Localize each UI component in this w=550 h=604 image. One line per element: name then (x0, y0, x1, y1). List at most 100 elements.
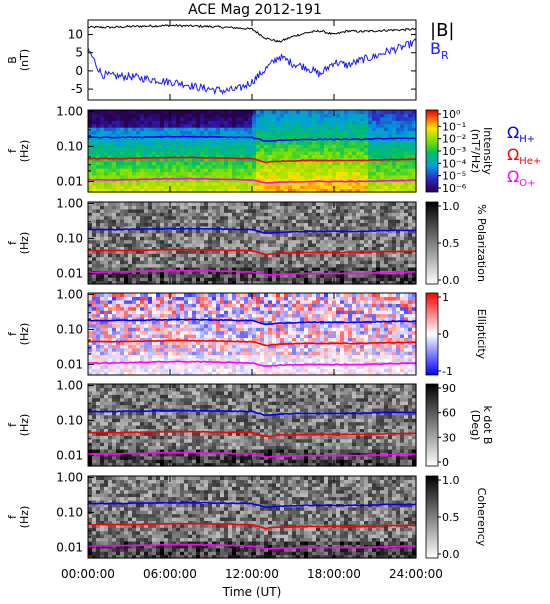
heatmap-cell (100, 216, 105, 220)
heatmap-cell (316, 243, 321, 247)
heatmap-cell (160, 296, 165, 300)
heatmap-cell (400, 185, 405, 189)
heatmap-cell (384, 134, 389, 138)
heatmap-cell (380, 257, 385, 261)
heatmap-cell (228, 124, 233, 128)
heatmap-cell (200, 257, 205, 261)
heatmap-cell (220, 355, 225, 359)
heatmap-cell (372, 243, 377, 247)
heatmap-cell (172, 314, 177, 318)
heatmap-cell (132, 223, 137, 227)
heatmap-cell (324, 253, 329, 257)
heatmap-cell (400, 182, 405, 186)
heatmap-cell (128, 314, 133, 318)
heatmap-cell (164, 334, 169, 338)
heatmap-cell (376, 131, 381, 135)
heatmap-cell (116, 151, 121, 155)
heatmap-cell (180, 110, 185, 114)
heatmap-cell (220, 243, 225, 247)
heatmap-cell (244, 355, 249, 359)
heatmap-cell (212, 131, 217, 135)
heatmap-cell (144, 348, 149, 352)
heatmap-cell (212, 151, 217, 155)
heatmap-cell (144, 141, 149, 145)
heatmap-cell (120, 327, 125, 331)
heatmap-cell (120, 144, 125, 148)
heatmap-cell (332, 212, 337, 216)
heatmap-cell (180, 303, 185, 307)
heatmap-cell (104, 324, 109, 328)
heatmap-cell (240, 365, 245, 369)
heatmap-cell (352, 257, 357, 261)
heatmap-cell (312, 253, 317, 257)
heatmap-cell (96, 348, 101, 352)
heatmap-cell (256, 185, 261, 189)
heatmap-cell (308, 277, 313, 281)
heatmap-cell (144, 334, 149, 338)
heatmap-cell (180, 172, 185, 176)
heatmap-cell (316, 124, 321, 128)
heatmap-cell (404, 110, 409, 114)
heatmap-cell (236, 277, 241, 281)
heatmap-cell (124, 141, 129, 145)
heatmap-cell (100, 131, 105, 135)
heatmap-cell (372, 131, 377, 135)
heatmap-cell (128, 205, 133, 209)
heatmap-cell (204, 172, 209, 176)
heatmap-cell (364, 212, 369, 216)
heatmap-cell (344, 202, 349, 206)
heatmap-cell (96, 185, 101, 189)
heatmap-cell (400, 233, 405, 237)
heatmap-cell (232, 223, 237, 227)
heatmap-cell (144, 307, 149, 311)
heatmap-cell (176, 233, 181, 237)
heatmap-cell (156, 324, 161, 328)
heatmap-cell (124, 185, 129, 189)
heatmap-cell (148, 110, 153, 114)
heatmap-cell (388, 267, 393, 271)
heatmap-cell (296, 236, 301, 240)
heatmap-cell (264, 257, 269, 261)
heatmap-cell (104, 293, 109, 297)
heatmap-cell (396, 154, 401, 158)
heatmap-cell (144, 151, 149, 155)
heatmap-cell (96, 175, 101, 179)
heatmap-cell (344, 124, 349, 128)
heatmap-cell (148, 216, 153, 220)
heatmap-cell (280, 151, 285, 155)
heatmap-cell (124, 175, 129, 179)
heatmap-cell (324, 151, 329, 155)
heatmap-cell (292, 246, 297, 250)
heatmap-cell (308, 264, 313, 268)
heatmap-cell (120, 175, 125, 179)
heatmap-cell (88, 324, 93, 328)
heatmap-cell (120, 216, 125, 220)
heatmap-cell (252, 144, 257, 148)
heatmap-cell (352, 113, 357, 117)
heatmap-cell (128, 264, 133, 268)
heatmap-cell (112, 236, 117, 240)
heatmap-cell (144, 113, 149, 117)
heatmap-cell (92, 355, 97, 359)
heatmap-cell (92, 212, 97, 216)
heatmap-cell (256, 113, 261, 117)
heatmap-cell (136, 368, 141, 372)
heatmap-cell (152, 205, 157, 209)
heatmap-cell (248, 253, 253, 257)
heatmap-cell (244, 124, 249, 128)
heatmap-cell (388, 134, 393, 138)
heatmap-cell (120, 307, 125, 311)
heatmap-cell (144, 358, 149, 362)
heatmap-cell (324, 134, 329, 138)
heatmap-cell (264, 216, 269, 220)
heatmap-cell (164, 348, 169, 352)
heatmap-cell (220, 277, 225, 281)
heatmap-cell (124, 274, 129, 278)
heatmap-cell (152, 110, 157, 114)
heatmap-cell (364, 175, 369, 179)
heatmap-cell (152, 334, 157, 338)
heatmap-cell (384, 236, 389, 240)
heatmap-cell (100, 161, 105, 165)
heatmap-cell (116, 120, 121, 124)
heatmap-cell (128, 120, 133, 124)
